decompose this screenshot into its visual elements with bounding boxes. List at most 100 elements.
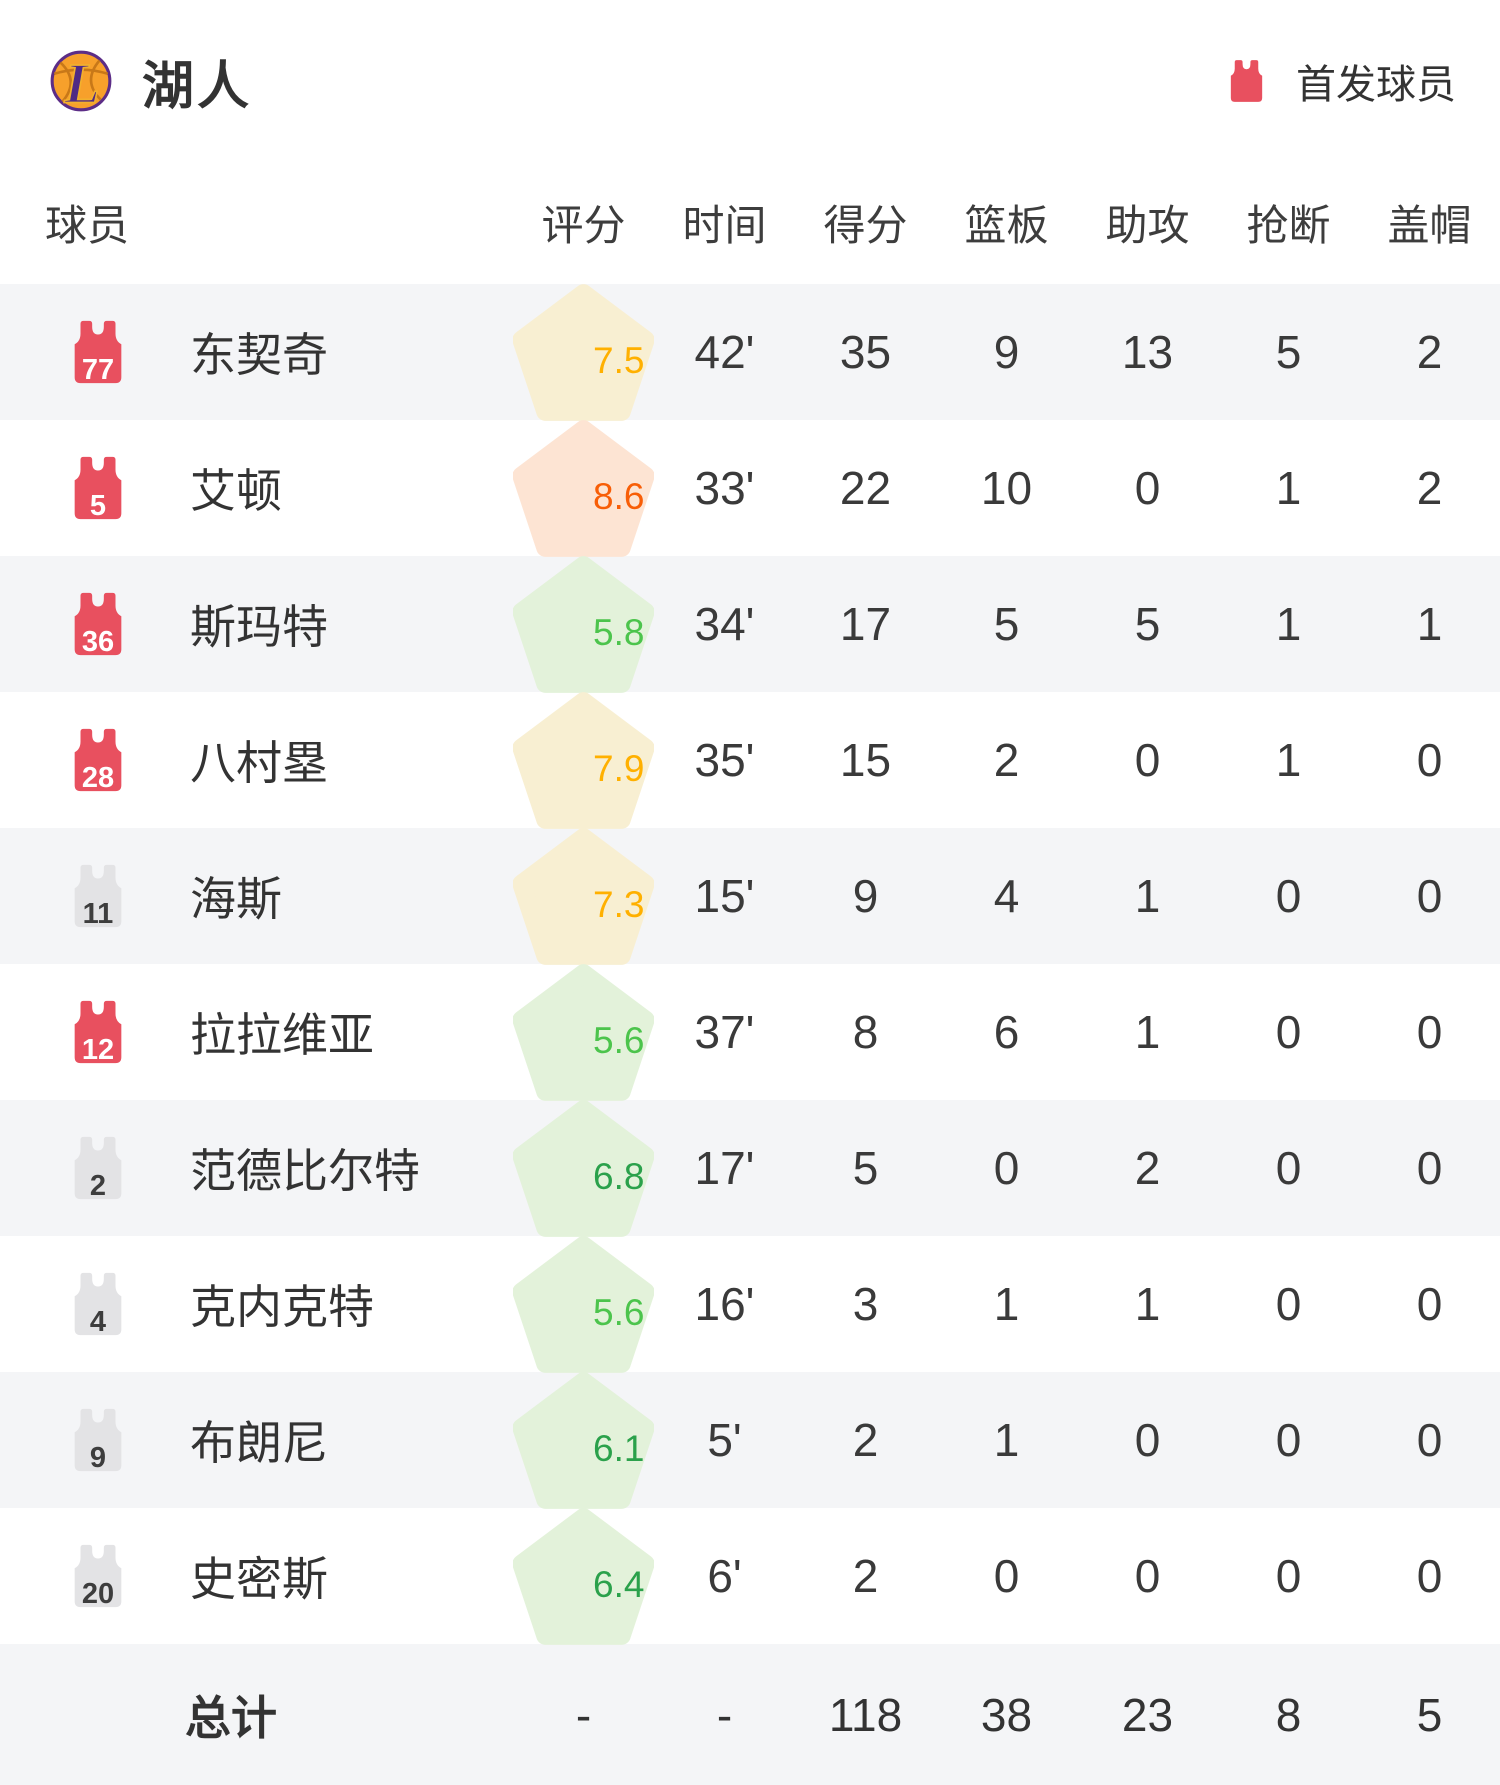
- col-player: 球员: [45, 202, 130, 249]
- rating-badge: 5.8: [513, 554, 654, 695]
- starter-legend-label: 首发球员: [1296, 63, 1456, 107]
- stat-assists: 13: [1121, 326, 1174, 378]
- lakers-logo-icon: L: [50, 50, 112, 115]
- stat-steals: 0: [1275, 1006, 1302, 1058]
- stat-points: 3: [852, 1278, 879, 1330]
- stat-steals: 0: [1275, 1278, 1302, 1330]
- stat-rebounds: 2: [993, 734, 1020, 786]
- stat-blocks: 0: [1416, 1550, 1443, 1602]
- rating-badge: 8.6: [513, 418, 654, 559]
- total-row: 总计 - - 118 38 23 8 5: [0, 1644, 1500, 1785]
- stat-steals: 5: [1275, 326, 1302, 378]
- jersey-number: 9: [89, 1442, 107, 1474]
- stat-steals: 1: [1275, 462, 1302, 514]
- rating-badge: 6.8: [513, 1098, 654, 1239]
- jersey-number: 28: [81, 762, 115, 794]
- jersey-icon: 28: [63, 724, 133, 796]
- stat-assists: 0: [1134, 1550, 1161, 1602]
- stat-assists: 0: [1134, 462, 1161, 514]
- table-row-smith[interactable]: 20 史密斯 6.4 6' 2 0 0 0 0: [0, 1506, 1500, 1647]
- stat-steals: 1: [1275, 734, 1302, 786]
- player-name: 八村塁: [190, 737, 328, 789]
- stat-blocks: 2: [1416, 462, 1443, 514]
- table-row-hayes[interactable]: 11 海斯 7.3 15' 9 4 1 0 0: [0, 826, 1500, 967]
- stat-time: 6': [707, 1550, 742, 1602]
- total-steals: 8: [1275, 1688, 1302, 1741]
- player-name: 克内克特: [190, 1281, 374, 1333]
- stat-assists: 2: [1134, 1142, 1161, 1194]
- jersey-icon: 20: [63, 1540, 133, 1612]
- jersey-number: 77: [81, 354, 115, 386]
- total-time: -: [716, 1688, 733, 1741]
- stat-time: 34': [694, 598, 755, 650]
- stat-points: 22: [839, 462, 892, 514]
- col-points: 得分: [823, 202, 908, 249]
- table-row-doncic[interactable]: 77 东契奇 7.5 42' 35 9 13 5 2: [0, 282, 1500, 423]
- total-rebounds: 38: [980, 1688, 1033, 1741]
- rating-badge: 5.6: [513, 962, 654, 1103]
- stat-rebounds: 6: [993, 1006, 1020, 1058]
- table-column-header: 球员 评分 时间 得分 篮板 助攻 抢断 盖帽: [0, 116, 1500, 284]
- table-row-vanderbilt[interactable]: 2 范德比尔特 6.8 17' 5 0 2 0 0: [0, 1098, 1500, 1239]
- jersey-icon: 11: [63, 860, 133, 932]
- table-row-bronny[interactable]: 9 布朗尼 6.1 5' 2 1 0 0 0: [0, 1371, 1500, 1509]
- col-rating: 评分: [541, 202, 626, 249]
- table-row-smart[interactable]: 36 斯玛特 5.8 34' 17 5 5 1 1: [0, 554, 1500, 695]
- stat-points: 35: [839, 326, 892, 378]
- stat-rebounds: 10: [980, 462, 1033, 514]
- jersey-number: 20: [81, 1578, 115, 1610]
- player-name: 拉拉维亚: [190, 1009, 374, 1061]
- stat-blocks: 0: [1416, 1142, 1443, 1194]
- stat-time: 33': [694, 462, 755, 514]
- jersey-icon: 12: [63, 996, 133, 1068]
- jersey-number: 4: [89, 1306, 107, 1338]
- col-blocks: 盖帽: [1387, 202, 1472, 249]
- player-name: 东契奇: [190, 329, 328, 381]
- stat-blocks: 0: [1416, 1414, 1443, 1466]
- stat-points: 2: [852, 1414, 879, 1466]
- jersey-number: 2: [89, 1170, 107, 1202]
- col-assists: 助攻: [1105, 202, 1190, 249]
- jersey-icon: 2: [63, 1132, 133, 1204]
- total-assists: 23: [1121, 1688, 1174, 1741]
- player-name: 范德比尔特: [190, 1145, 420, 1197]
- jersey-icon: 5: [63, 452, 133, 524]
- starter-jersey-icon: [1230, 60, 1263, 102]
- jersey-number: 11: [82, 898, 114, 930]
- jersey-number: 36: [81, 626, 115, 658]
- player-table: 77 东契奇 7.5 42' 35 9 13 5 2 5 艾顿 8.6 33' …: [0, 282, 1500, 1647]
- player-name: 艾顿: [190, 465, 282, 517]
- stat-blocks: 2: [1416, 326, 1443, 378]
- stat-assists: 1: [1134, 1006, 1161, 1058]
- stat-blocks: 0: [1416, 1278, 1443, 1330]
- rating-badge: 5.6: [513, 1234, 654, 1375]
- stat-time: 16': [694, 1278, 755, 1330]
- stat-assists: 5: [1134, 598, 1161, 650]
- stat-points: 5: [852, 1142, 879, 1194]
- stat-points: 9: [852, 870, 879, 922]
- rating-badge: 7.9: [513, 690, 654, 831]
- stat-steals: 0: [1275, 1142, 1302, 1194]
- table-row-knecht[interactable]: 4 克内克特 5.6 16' 3 1 1 0 0: [0, 1234, 1500, 1375]
- table-row-ayton[interactable]: 5 艾顿 8.6 33' 22 10 0 1 2: [0, 418, 1500, 559]
- table-row-hachimura[interactable]: 28 八村塁 7.9 35' 15 2 0 1 0: [0, 690, 1500, 831]
- player-name: 布朗尼: [190, 1417, 328, 1469]
- rating-badge: 7.5: [513, 282, 654, 423]
- total-rating: -: [575, 1688, 592, 1741]
- table-row-laravia[interactable]: 12 拉拉维亚 5.6 37' 8 6 1 0 0: [0, 962, 1500, 1103]
- stat-rebounds: 4: [993, 870, 1020, 922]
- total-label: 总计: [185, 1691, 277, 1744]
- rating-badge: 7.3: [513, 826, 654, 967]
- rating-badge: 6.4: [513, 1506, 654, 1647]
- col-rebounds: 篮板: [964, 202, 1049, 249]
- stat-rebounds: 0: [993, 1142, 1020, 1194]
- jersey-icon: 4: [63, 1268, 133, 1340]
- stat-rebounds: 0: [993, 1550, 1020, 1602]
- col-steals: 抢断: [1246, 202, 1331, 249]
- svg-text:L: L: [64, 53, 100, 115]
- stat-rebounds: 5: [993, 598, 1020, 650]
- jersey-number: 5: [89, 490, 107, 522]
- stat-points: 2: [852, 1550, 879, 1602]
- jersey-icon: 9: [63, 1404, 133, 1476]
- stat-time: 5': [707, 1414, 742, 1466]
